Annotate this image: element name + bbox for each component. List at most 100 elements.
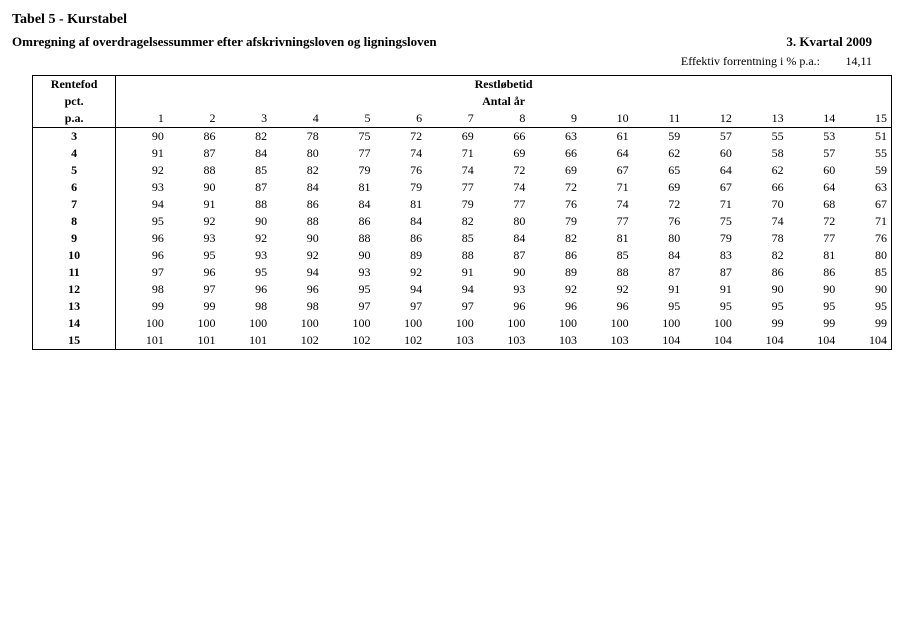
col-header: 8 <box>478 110 530 128</box>
cell-value: 92 <box>529 281 581 298</box>
cell-value: 95 <box>220 264 272 281</box>
cell-value: 71 <box>581 179 633 196</box>
table-row: 7949188868481797776747271706867 <box>33 196 892 213</box>
table-row: 13999998989797979696969595959595 <box>33 298 892 315</box>
cell-value: 99 <box>736 315 788 332</box>
cell-value: 104 <box>633 332 685 350</box>
cell-value: 88 <box>581 264 633 281</box>
cell-value: 76 <box>839 230 891 247</box>
cell-value: 87 <box>168 145 220 162</box>
cell-value: 87 <box>220 179 272 196</box>
col-header: 5 <box>323 110 375 128</box>
effective-rate-value: 14,11 <box>832 54 872 69</box>
cell-value: 87 <box>633 264 685 281</box>
cell-value: 98 <box>271 298 323 315</box>
cell-value: 71 <box>426 145 478 162</box>
cell-value: 103 <box>426 332 478 350</box>
cell-value: 69 <box>426 128 478 146</box>
cell-value: 63 <box>839 179 891 196</box>
cell-value: 90 <box>478 264 530 281</box>
cell-value: 94 <box>374 281 426 298</box>
cell-value: 84 <box>374 213 426 230</box>
cell-value: 77 <box>478 196 530 213</box>
cell-value: 79 <box>323 162 375 179</box>
cell-value: 84 <box>271 179 323 196</box>
cell-value: 98 <box>116 281 168 298</box>
cell-value: 81 <box>323 179 375 196</box>
cell-value: 82 <box>736 247 788 264</box>
header-col1-line1: Rentefod <box>33 76 116 94</box>
cell-value: 92 <box>168 213 220 230</box>
cell-value: 97 <box>116 264 168 281</box>
cell-value: 100 <box>684 315 736 332</box>
subtitle-row: Omregning af overdragelsessummer efter a… <box>12 34 872 50</box>
cell-value: 92 <box>581 281 633 298</box>
cell-value: 99 <box>116 298 168 315</box>
cell-value: 94 <box>426 281 478 298</box>
cell-value: 96 <box>478 298 530 315</box>
cell-value: 90 <box>788 281 840 298</box>
table-row: 12989796969594949392929191909090 <box>33 281 892 298</box>
cell-value: 64 <box>684 162 736 179</box>
cell-value: 76 <box>633 213 685 230</box>
header-span-line2: Antal år <box>116 93 892 110</box>
cell-value: 89 <box>374 247 426 264</box>
col-header: 9 <box>529 110 581 128</box>
cell-value: 82 <box>271 162 323 179</box>
cell-value: 88 <box>220 196 272 213</box>
row-label: 11 <box>33 264 116 281</box>
cell-value: 96 <box>220 281 272 298</box>
cell-value: 72 <box>478 162 530 179</box>
col-header: 10 <box>581 110 633 128</box>
cell-value: 66 <box>478 128 530 146</box>
cell-value: 87 <box>684 264 736 281</box>
row-label: 3 <box>33 128 116 146</box>
cell-value: 67 <box>839 196 891 213</box>
row-label: 14 <box>33 315 116 332</box>
cell-value: 94 <box>271 264 323 281</box>
cell-value: 90 <box>168 179 220 196</box>
cell-value: 82 <box>220 128 272 146</box>
cell-value: 91 <box>426 264 478 281</box>
cell-value: 104 <box>684 332 736 350</box>
cell-value: 77 <box>323 145 375 162</box>
cell-value: 104 <box>839 332 891 350</box>
cell-value: 53 <box>788 128 840 146</box>
table-row: 4918784807774716966646260585755 <box>33 145 892 162</box>
header-row-3: p.a. 1 2 3 4 5 6 7 8 9 10 11 12 13 14 15 <box>33 110 892 128</box>
cell-value: 92 <box>116 162 168 179</box>
cell-value: 90 <box>736 281 788 298</box>
cell-value: 96 <box>168 264 220 281</box>
header-row-2: pct. Antal år <box>33 93 892 110</box>
subtitle-right: 3. Kvartal 2009 <box>786 34 872 50</box>
cell-value: 100 <box>478 315 530 332</box>
cell-value: 95 <box>788 298 840 315</box>
cell-value: 66 <box>529 145 581 162</box>
cell-value: 94 <box>116 196 168 213</box>
cell-value: 88 <box>323 230 375 247</box>
col-header: 3 <box>220 110 272 128</box>
cell-value: 93 <box>323 264 375 281</box>
cell-value: 90 <box>220 213 272 230</box>
cell-value: 71 <box>839 213 891 230</box>
col-header: 11 <box>633 110 685 128</box>
cell-value: 96 <box>581 298 633 315</box>
cell-value: 82 <box>426 213 478 230</box>
cell-value: 86 <box>374 230 426 247</box>
cell-value: 96 <box>271 281 323 298</box>
cell-value: 69 <box>633 179 685 196</box>
table-row: 9969392908886858482818079787776 <box>33 230 892 247</box>
cell-value: 99 <box>788 315 840 332</box>
cell-value: 104 <box>788 332 840 350</box>
cell-value: 76 <box>374 162 426 179</box>
col-header: 15 <box>839 110 891 128</box>
cell-value: 74 <box>581 196 633 213</box>
cell-value: 72 <box>633 196 685 213</box>
col-header: 6 <box>374 110 426 128</box>
cell-value: 55 <box>736 128 788 146</box>
row-label: 5 <box>33 162 116 179</box>
header-col1-line2: pct. <box>33 93 116 110</box>
cell-value: 58 <box>736 145 788 162</box>
cell-value: 89 <box>529 264 581 281</box>
row-label: 7 <box>33 196 116 213</box>
